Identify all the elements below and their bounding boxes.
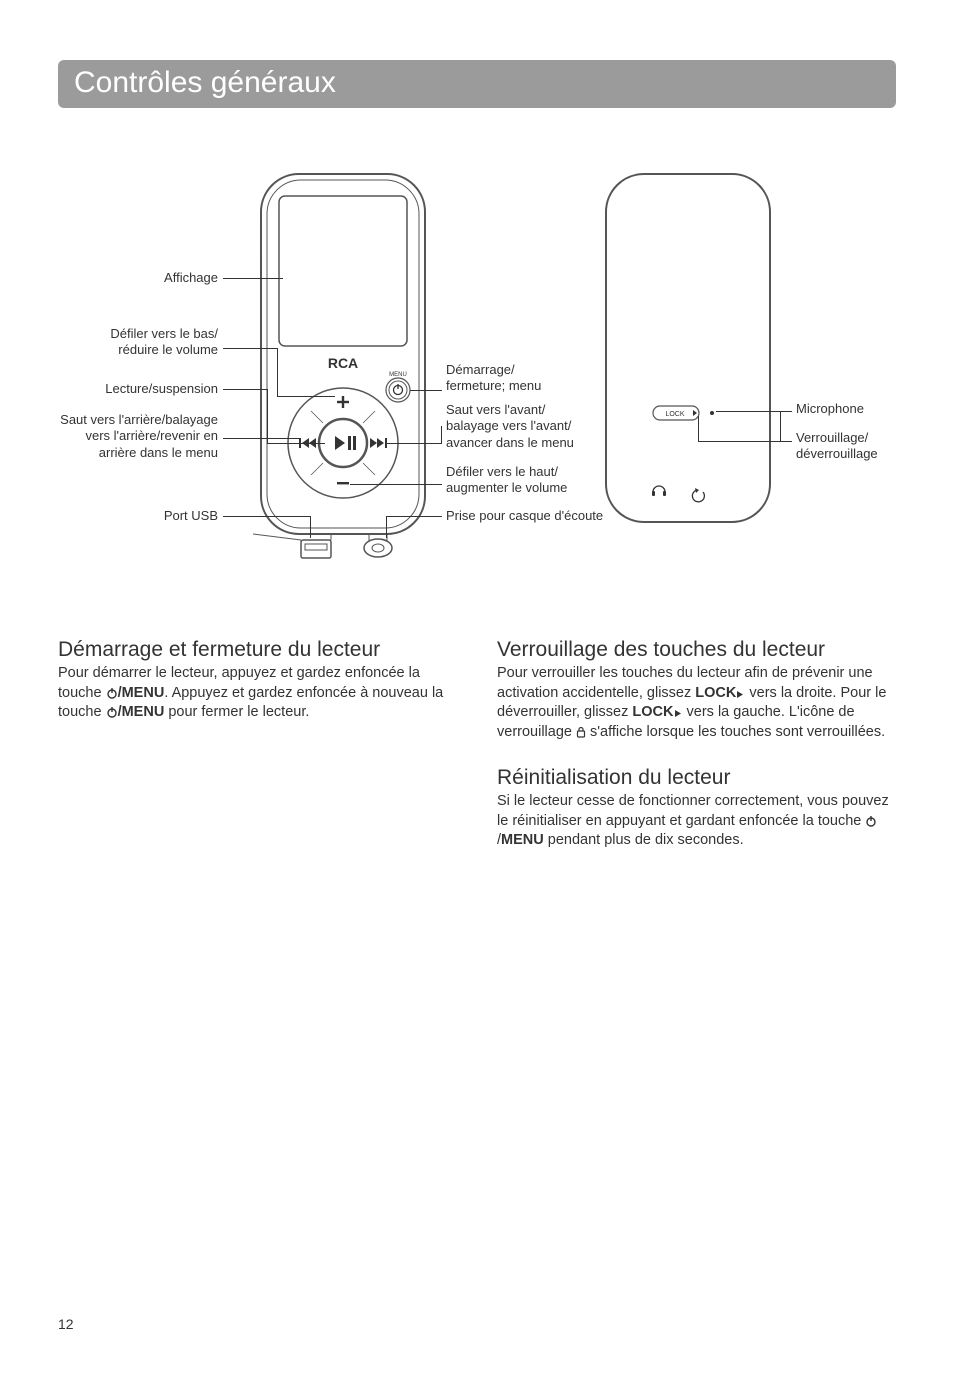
- heading-start-stop: Démarrage et fermeture du lecteur: [58, 638, 457, 662]
- device-diagram: RCA: [58, 148, 896, 608]
- label-usb-text: Port USB: [164, 508, 218, 523]
- triangle-right-icon: [674, 709, 683, 718]
- text: s'affiche lorsque les touches sont verro…: [586, 724, 885, 740]
- leader: [780, 411, 781, 441]
- leader: [386, 443, 442, 444]
- text: pour fermer le lecteur.: [164, 704, 309, 720]
- label-microphone-text: Microphone: [796, 401, 864, 416]
- text: Si le lecteur cesse de fonctionner corre…: [497, 793, 889, 829]
- leader: [223, 389, 268, 390]
- label-scroll-up: Défiler vers le haut/ augmenter le volum…: [446, 464, 567, 497]
- power-icon: [106, 706, 118, 718]
- label-scroll-up-text: Défiler vers le haut/ augmenter le volum…: [446, 464, 567, 495]
- label-display: Affichage: [48, 270, 218, 286]
- lock-icon: [576, 726, 586, 738]
- page-title-bar: Contrôles généraux: [58, 60, 896, 108]
- label-scroll-down-text: Défiler vers le bas/ réduire le volume: [110, 326, 218, 357]
- text-bold: MENU: [501, 832, 544, 848]
- leader: [310, 516, 311, 538]
- svg-text:LOCK: LOCK: [665, 411, 684, 418]
- heading-lock-keys: Verrouillage des touches du lecteur: [497, 638, 896, 662]
- label-scroll-down: Défiler vers le bas/ réduire le volume: [48, 326, 218, 359]
- leader: [277, 396, 335, 397]
- leader: [780, 441, 792, 442]
- label-play-pause-text: Lecture/suspension: [105, 381, 218, 396]
- heading-reset: Réinitialisation du lecteur: [497, 766, 896, 790]
- label-skip-back: Saut vers l'arrière/balayage vers l'arri…: [28, 412, 218, 461]
- left-column: Démarrage et fermeture du lecteur Pour d…: [58, 638, 457, 851]
- right-column: Verrouillage des touches du lecteur Pour…: [497, 638, 896, 851]
- leader: [386, 516, 387, 538]
- page-title: Contrôles généraux: [74, 66, 880, 100]
- label-power-menu-text: Démarrage/ fermeture; menu: [446, 362, 541, 393]
- label-skip-back-text: Saut vers l'arrière/balayage vers l'arri…: [60, 412, 218, 460]
- text-columns: Démarrage et fermeture du lecteur Pour d…: [58, 638, 896, 851]
- leader: [698, 441, 780, 442]
- device-front-svg: RCA: [253, 168, 433, 598]
- para-start-stop: Pour démarrer le lecteur, appuyez et gar…: [58, 664, 457, 723]
- label-skip-fwd: Saut vers l'avant/ balayage vers l'avant…: [446, 402, 574, 451]
- leader: [223, 278, 283, 279]
- leader: [223, 348, 278, 349]
- leader: [350, 484, 442, 485]
- power-icon: [865, 815, 877, 827]
- label-play-pause: Lecture/suspension: [48, 381, 218, 397]
- device-back-svg: LOCK: [598, 168, 778, 538]
- para-lock-keys: Pour verrouiller les touches du lecteur …: [497, 664, 896, 742]
- page-number: 12: [58, 1316, 74, 1332]
- power-icon: [106, 687, 118, 699]
- leader: [267, 389, 268, 443]
- label-headphone-text: Prise pour casque d'écoute: [446, 508, 603, 523]
- label-microphone: Microphone: [796, 401, 864, 417]
- leader: [267, 443, 325, 444]
- label-usb: Port USB: [48, 508, 218, 524]
- label-power-menu: Démarrage/ fermeture; menu: [446, 362, 541, 395]
- label-headphone: Prise pour casque d'écoute: [446, 508, 603, 524]
- para-reset: Si le lecteur cesse de fonctionner corre…: [497, 792, 896, 851]
- leader: [441, 426, 442, 444]
- text-bold: LOCK: [632, 704, 673, 720]
- label-skip-fwd-text: Saut vers l'avant/ balayage vers l'avant…: [446, 402, 574, 450]
- label-lock: Verrouillage/ déverrouillage: [796, 430, 878, 463]
- text-bold: /MENU: [118, 704, 165, 720]
- label-display-text: Affichage: [164, 270, 218, 285]
- leader: [277, 348, 278, 396]
- leader: [223, 438, 301, 439]
- text-bold: /MENU: [118, 685, 165, 701]
- leader: [410, 390, 442, 391]
- brand-text: RCA: [328, 355, 358, 371]
- leader: [698, 416, 699, 442]
- label-lock-text: Verrouillage/ déverrouillage: [796, 430, 878, 461]
- text-bold: LOCK: [695, 685, 736, 701]
- text: pendant plus de dix secondes.: [544, 832, 744, 848]
- leader: [223, 516, 311, 517]
- menu-label: MENU: [389, 372, 407, 378]
- leader: [386, 516, 442, 517]
